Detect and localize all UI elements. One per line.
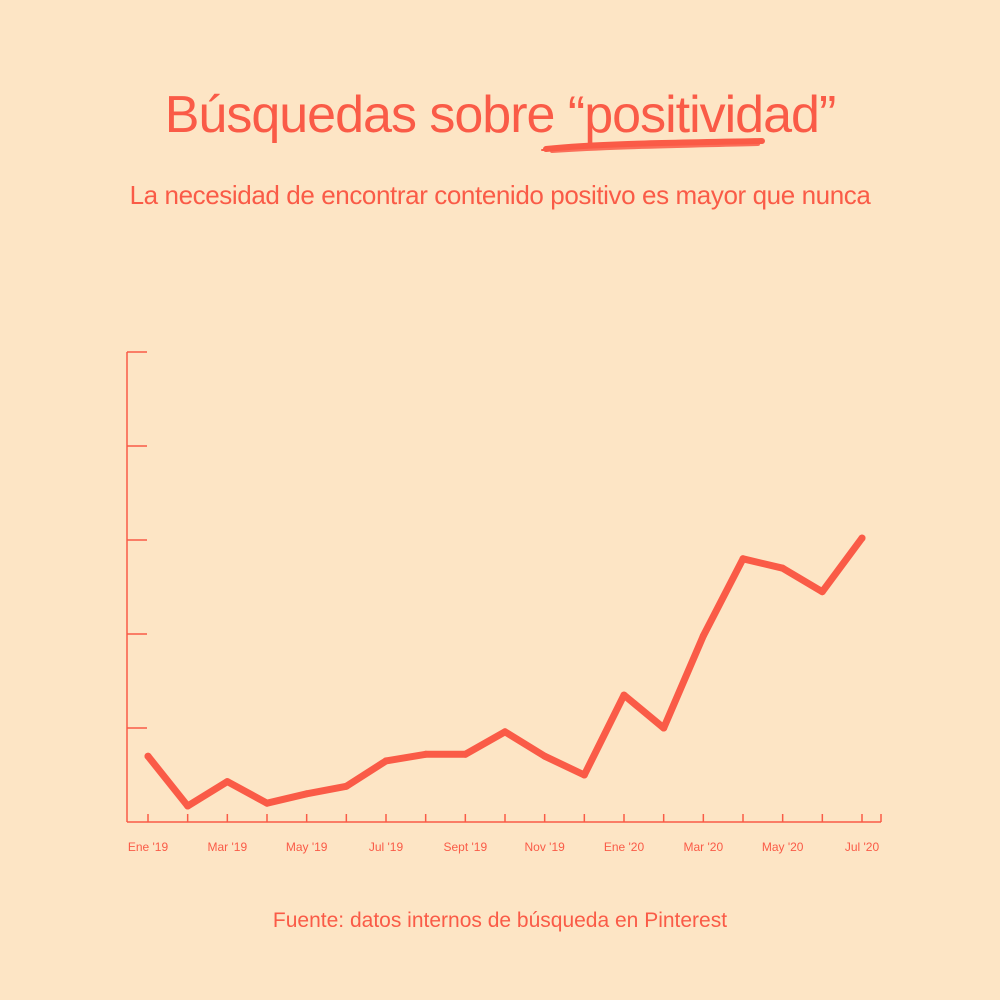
chart-title-highlight: “positividad” xyxy=(540,82,836,153)
chart-title-main: Búsquedas sobre xyxy=(164,86,568,144)
x-tick-label: Jul '20 xyxy=(845,840,880,854)
data-point xyxy=(699,632,707,640)
x-tick-label: Jul '19 xyxy=(369,840,404,854)
x-tick-label: May '19 xyxy=(286,840,328,854)
data-point xyxy=(541,752,549,760)
series-line xyxy=(144,534,866,810)
series-layer xyxy=(144,534,866,810)
source-note: Fuente: datos internos de búsqueda en Pi… xyxy=(272,909,728,932)
data-point xyxy=(580,771,588,779)
data-point xyxy=(263,799,271,807)
data-point xyxy=(779,564,787,572)
data-point xyxy=(184,802,192,810)
data-point xyxy=(223,778,231,786)
data-point xyxy=(858,534,866,542)
data-point xyxy=(382,757,390,765)
chart-axes xyxy=(126,351,882,823)
data-point xyxy=(342,782,350,790)
x-tick-label: Mar '20 xyxy=(684,840,724,854)
data-point xyxy=(660,724,668,732)
x-tick-label: Mar '19 xyxy=(208,840,248,854)
data-point xyxy=(144,752,152,760)
x-tick-label: Sept '19 xyxy=(443,840,487,854)
brush-underline xyxy=(540,138,765,153)
line-chart: Ene '19 Mar '19 May '19 Jul '19 Sept '19 Nov … xyxy=(126,351,882,854)
chart-title-highlight-text: “positividad” xyxy=(567,86,836,144)
chart-subtitle: La necesidad de encontrar contenido posi… xyxy=(129,180,871,210)
data-point xyxy=(818,588,826,596)
x-tick-label: May '20 xyxy=(762,840,804,854)
data-point xyxy=(303,790,311,798)
data-point xyxy=(739,555,747,563)
x-tick-label: Ene '20 xyxy=(604,840,645,854)
chart-title: Búsquedas sobre “positividad” xyxy=(0,82,1000,153)
data-point xyxy=(501,728,509,736)
x-tick-labels: Ene '19 Mar '19 May '19 Jul '19 Sept '19 Nov … xyxy=(128,840,880,854)
data-point xyxy=(620,691,628,699)
x-tick-label: Nov '19 xyxy=(525,840,566,854)
data-point xyxy=(461,750,469,758)
x-tick-label: Ene '19 xyxy=(128,840,169,854)
data-point xyxy=(422,750,430,758)
